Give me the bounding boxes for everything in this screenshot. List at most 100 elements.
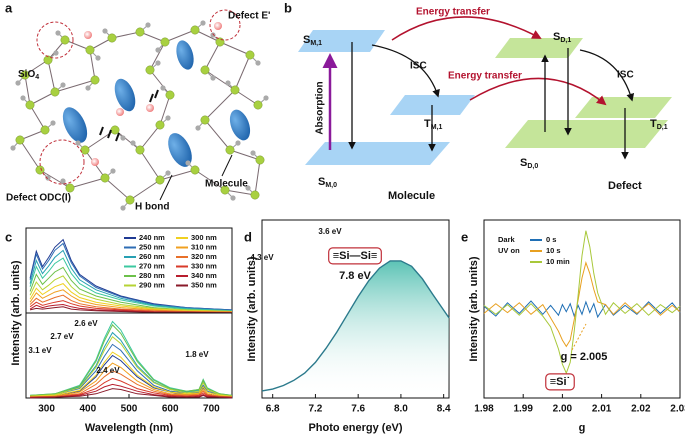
defect-atom	[116, 108, 124, 116]
h-atom	[230, 195, 236, 201]
si-atom	[43, 55, 53, 65]
h-bond	[149, 93, 154, 103]
x-axis-label: Wavelength (nm)	[85, 422, 174, 434]
si-atom	[155, 175, 165, 185]
level-main: S	[520, 157, 527, 169]
x-axis-label: Photo energy (eV)	[308, 422, 402, 434]
legend-label: 320 nm	[191, 252, 217, 261]
level-sub: D,1	[657, 124, 668, 131]
legend-label: 350 nm	[191, 280, 217, 289]
x-tick-label: 8.0	[394, 404, 408, 415]
label: SiO4	[18, 69, 39, 81]
level-plane	[298, 30, 385, 52]
bond	[194, 29, 221, 43]
defect-ring	[36, 21, 74, 59]
legend-label: 310 nm	[191, 242, 217, 251]
legend-group: Dark	[498, 235, 516, 244]
h-atom	[250, 150, 256, 156]
annotation: 2.4 eV	[96, 366, 120, 375]
h-atom	[10, 145, 16, 151]
x-tick-label: 8.4	[437, 404, 451, 415]
label: ISC	[410, 61, 427, 72]
series-line	[30, 336, 233, 397]
level-sub: D,0	[527, 163, 538, 170]
level-main: S	[318, 176, 325, 188]
series-line	[30, 362, 233, 398]
bond	[69, 177, 106, 189]
annotation-box	[545, 373, 575, 391]
bond	[204, 41, 221, 71]
panel-b	[298, 16, 672, 165]
label: ISC	[617, 70, 634, 81]
label: Absorption	[315, 81, 326, 134]
si-atom	[220, 185, 230, 195]
legend-label: 240 nm	[139, 233, 165, 242]
x-tick-label: 2.01	[592, 404, 612, 415]
bond	[29, 104, 46, 131]
si-atom	[253, 100, 263, 110]
h-atom	[195, 125, 201, 131]
series-line	[29, 249, 233, 312]
pointer	[571, 323, 587, 351]
bond	[149, 69, 171, 96]
si-atom	[85, 45, 95, 55]
level-label: SD,1	[553, 31, 571, 44]
level-label: TD,1	[650, 118, 668, 131]
molecule	[62, 107, 88, 143]
label: Defect E'	[228, 11, 270, 22]
level-label: SD,0	[520, 157, 538, 170]
si-atom	[125, 195, 135, 205]
x-tick-label: 1.99	[513, 404, 533, 415]
bond	[104, 177, 131, 201]
bond	[194, 169, 226, 191]
bond	[224, 189, 256, 196]
panel-label: e	[461, 229, 468, 244]
molecule	[114, 78, 136, 112]
h-atom	[155, 60, 161, 66]
legend-label: 250 nm	[139, 242, 165, 251]
bond	[54, 79, 96, 93]
molecule	[168, 133, 192, 167]
h-atom	[200, 20, 206, 26]
series-line	[29, 275, 233, 312]
legend-label: 0 s	[546, 235, 556, 244]
level-main: S	[303, 34, 310, 46]
pointer	[159, 174, 173, 201]
h-atom	[120, 205, 126, 211]
bond	[234, 89, 259, 106]
level-sub: M,1	[431, 124, 443, 131]
panel-a	[10, 9, 269, 211]
h-atom	[235, 140, 241, 146]
series-line	[29, 238, 233, 311]
si-atom	[215, 37, 225, 47]
series-line	[483, 300, 681, 319]
h-bond	[115, 132, 120, 142]
bond	[139, 149, 161, 181]
bond	[204, 69, 236, 91]
bond	[39, 169, 71, 189]
si-atom	[15, 135, 25, 145]
x-tick-label: 300	[38, 404, 55, 415]
legend-label: 340 nm	[191, 271, 217, 280]
bond	[24, 74, 31, 106]
label: Energy transfer	[416, 7, 490, 18]
h-atom	[210, 32, 216, 38]
si-atom	[135, 145, 145, 155]
level-plane	[575, 97, 672, 118]
arrow	[579, 49, 635, 102]
label: H bond	[135, 202, 169, 213]
defect-atom	[91, 158, 99, 166]
series-line	[483, 230, 681, 375]
series-line	[29, 257, 233, 312]
pointer	[221, 154, 233, 177]
si-atom	[100, 173, 110, 183]
defect-ring	[39, 139, 85, 185]
bond	[159, 169, 196, 181]
x-tick-label: 2.03	[670, 404, 685, 415]
panel-label: d	[244, 229, 252, 244]
h-atom	[15, 80, 21, 86]
series-line	[29, 300, 232, 313]
si-atom	[190, 25, 200, 35]
level-sub: M,0	[325, 182, 337, 189]
